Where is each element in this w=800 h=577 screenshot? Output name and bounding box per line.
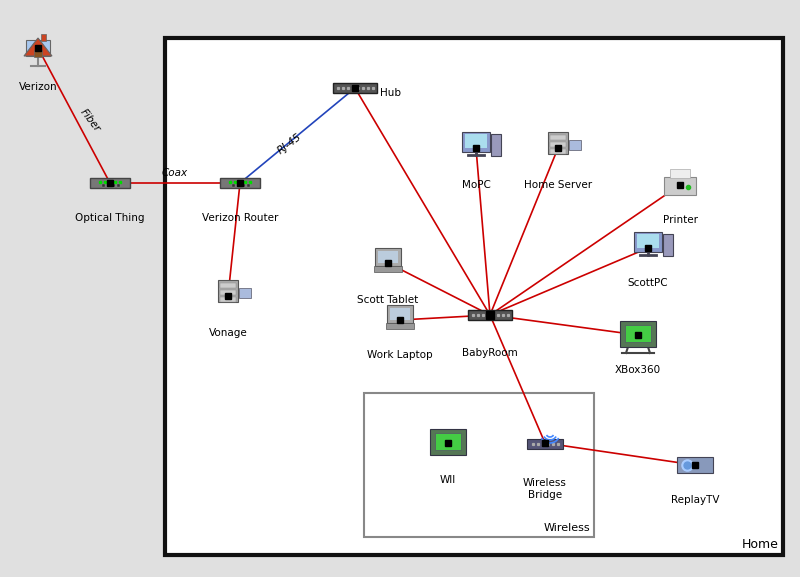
FancyBboxPatch shape xyxy=(247,184,250,187)
FancyBboxPatch shape xyxy=(242,184,245,187)
FancyBboxPatch shape xyxy=(239,288,251,298)
Polygon shape xyxy=(26,40,50,56)
FancyBboxPatch shape xyxy=(548,132,568,154)
FancyBboxPatch shape xyxy=(468,310,512,320)
FancyBboxPatch shape xyxy=(664,177,696,195)
FancyBboxPatch shape xyxy=(550,135,566,140)
FancyBboxPatch shape xyxy=(550,149,566,154)
Text: Fiber: Fiber xyxy=(78,107,102,134)
FancyBboxPatch shape xyxy=(387,305,413,323)
FancyBboxPatch shape xyxy=(670,169,690,178)
Text: XBox360: XBox360 xyxy=(615,365,661,375)
Text: Wireless: Wireless xyxy=(543,523,590,533)
FancyBboxPatch shape xyxy=(237,184,240,187)
FancyBboxPatch shape xyxy=(112,184,115,187)
FancyBboxPatch shape xyxy=(333,83,377,93)
FancyBboxPatch shape xyxy=(102,184,105,187)
Text: Optical Thing: Optical Thing xyxy=(75,213,145,223)
FancyBboxPatch shape xyxy=(220,290,236,295)
FancyBboxPatch shape xyxy=(634,232,662,252)
FancyBboxPatch shape xyxy=(491,134,501,156)
Text: Hub: Hub xyxy=(380,88,401,98)
FancyBboxPatch shape xyxy=(220,283,236,288)
FancyBboxPatch shape xyxy=(435,433,461,450)
Text: Verizon Router: Verizon Router xyxy=(202,213,278,223)
Text: BabyRoom: BabyRoom xyxy=(462,348,518,358)
FancyBboxPatch shape xyxy=(34,50,42,57)
FancyBboxPatch shape xyxy=(220,297,236,302)
FancyBboxPatch shape xyxy=(41,34,46,41)
FancyBboxPatch shape xyxy=(569,140,581,150)
FancyBboxPatch shape xyxy=(90,178,130,188)
FancyBboxPatch shape xyxy=(550,142,566,147)
Text: Vonage: Vonage xyxy=(209,328,247,338)
FancyBboxPatch shape xyxy=(375,248,401,266)
FancyBboxPatch shape xyxy=(465,134,487,148)
Text: Home Server: Home Server xyxy=(524,180,592,190)
FancyBboxPatch shape xyxy=(218,280,238,302)
Text: ReplayTV: ReplayTV xyxy=(670,495,719,505)
Text: Wireless
Bridge: Wireless Bridge xyxy=(523,478,567,500)
FancyBboxPatch shape xyxy=(374,266,402,272)
FancyBboxPatch shape xyxy=(625,325,651,342)
FancyBboxPatch shape xyxy=(386,323,414,329)
FancyBboxPatch shape xyxy=(677,457,713,473)
FancyBboxPatch shape xyxy=(165,38,783,555)
FancyBboxPatch shape xyxy=(378,251,398,263)
FancyBboxPatch shape xyxy=(663,234,673,256)
FancyBboxPatch shape xyxy=(527,439,563,449)
Text: Printer: Printer xyxy=(662,215,698,225)
Text: Home: Home xyxy=(742,538,779,551)
FancyBboxPatch shape xyxy=(430,429,466,455)
FancyBboxPatch shape xyxy=(232,184,235,187)
Text: Verizon: Verizon xyxy=(18,82,58,92)
FancyBboxPatch shape xyxy=(107,184,110,187)
FancyBboxPatch shape xyxy=(220,178,260,188)
Text: Coax: Coax xyxy=(162,168,188,178)
FancyBboxPatch shape xyxy=(637,234,659,248)
FancyBboxPatch shape xyxy=(117,184,120,187)
Text: ScottPC: ScottPC xyxy=(628,278,668,288)
Text: Work Laptop: Work Laptop xyxy=(367,350,433,360)
Polygon shape xyxy=(24,38,52,56)
Text: WII: WII xyxy=(440,475,456,485)
Text: Scott Tablet: Scott Tablet xyxy=(358,295,418,305)
FancyBboxPatch shape xyxy=(462,132,490,152)
Text: MoPC: MoPC xyxy=(462,180,490,190)
FancyBboxPatch shape xyxy=(364,393,594,537)
FancyBboxPatch shape xyxy=(620,321,656,347)
Text: RJ-45: RJ-45 xyxy=(276,132,303,156)
FancyBboxPatch shape xyxy=(390,308,410,320)
